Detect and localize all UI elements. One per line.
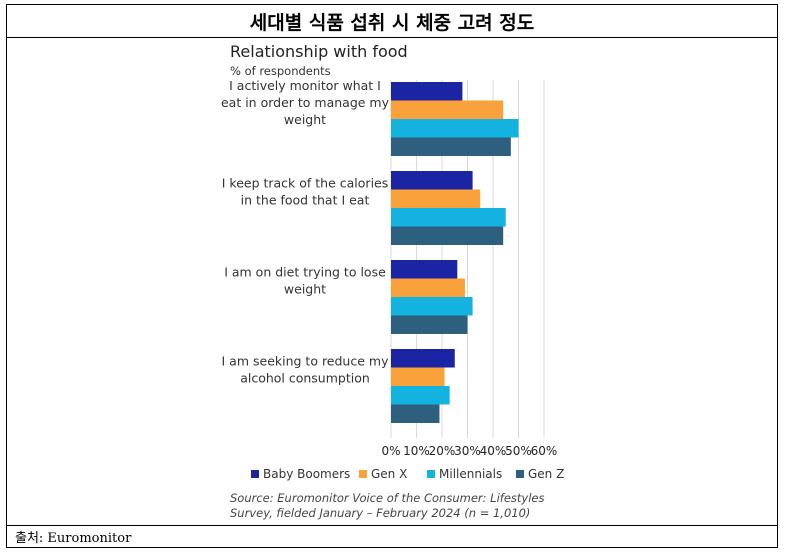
x-tick-label: 10% (403, 444, 430, 458)
bar (391, 226, 504, 245)
category-label: eat in order to manage my (221, 95, 390, 110)
bar (391, 100, 504, 119)
bar (391, 137, 511, 156)
category-label: weight (284, 112, 326, 127)
bars (391, 82, 519, 423)
category-label: in the food that I eat (241, 193, 370, 208)
bar (391, 349, 455, 368)
bar (391, 278, 465, 297)
category-label: alcohol consumption (240, 371, 370, 386)
legend-label: Gen X (371, 467, 407, 481)
category-labels: I actively monitor what I eat in order to… (221, 78, 390, 386)
figure-frame: 세대별 식품 섭취 시 체중 고려 정도 Relationship with f… (6, 4, 778, 548)
bar (391, 367, 445, 386)
chart-subtitle: % of respondents (230, 64, 331, 78)
source-footer: 출처: Euromonitor (7, 525, 777, 547)
legend-label: Millennials (439, 467, 502, 481)
source-note-line: Source: Euromonitor Voice of the Consume… (230, 491, 544, 505)
x-tick-labels: 0% 10%20%30%40%50%60% (381, 444, 557, 458)
x-tick-label: 0% (381, 444, 400, 458)
x-tick-label: 30% (454, 444, 481, 458)
x-tick-label: 20% (429, 444, 456, 458)
source-note: Source: Euromonitor Voice of the Consume… (230, 491, 544, 520)
bar (391, 315, 468, 334)
chart-area: Relationship with food % of respondents … (7, 38, 777, 525)
legend-swatch (359, 470, 367, 478)
page-title: 세대별 식품 섭취 시 체중 고려 정도 (7, 5, 777, 38)
bar (391, 208, 506, 227)
bar (391, 189, 481, 208)
x-tick-label: 40% (480, 444, 507, 458)
bar (391, 82, 463, 101)
x-tick-label: 60% (531, 444, 558, 458)
legend-swatch (251, 470, 259, 478)
legend-swatch (427, 470, 435, 478)
bar (391, 404, 440, 423)
bar-chart: Relationship with food % of respondents … (221, 42, 564, 520)
category-label: I am on diet trying to lose (224, 265, 386, 280)
bar (391, 297, 473, 316)
bar (391, 119, 519, 138)
category-label: I am seeking to reduce my (222, 354, 390, 369)
category-label: weight (284, 282, 326, 297)
x-tick-label: 50% (505, 444, 532, 458)
legend-label: Baby Boomers (263, 467, 350, 481)
bar (391, 171, 473, 190)
bar (391, 386, 450, 405)
category-label: I actively monitor what I (229, 78, 381, 93)
chart-title: Relationship with food (230, 42, 408, 61)
category-label: I keep track of the calories (222, 176, 389, 191)
source-note-line: Survey, fielded January – February 2024 … (230, 506, 530, 520)
legend: Baby Boomers Gen X Millennials Gen Z (251, 467, 564, 481)
legend-label: Gen Z (528, 467, 564, 481)
bar (391, 260, 458, 279)
legend-swatch (516, 470, 524, 478)
